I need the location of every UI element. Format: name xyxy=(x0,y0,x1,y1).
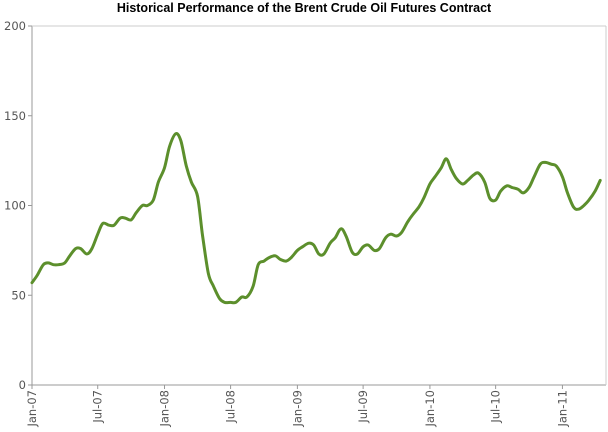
chart-title: Historical Performance of the Brent Crud… xyxy=(116,1,492,15)
x-tick-label: Jul-09 xyxy=(356,390,370,424)
x-tick-label: Jul-08 xyxy=(224,390,238,424)
x-tick-label: Jan-08 xyxy=(158,390,172,428)
x-tick-label: Jul-10 xyxy=(489,390,503,424)
x-tick-label: Jan-11 xyxy=(555,390,569,428)
series-group xyxy=(30,132,602,305)
x-tick-label: Jan-09 xyxy=(290,390,304,428)
series-line-0 xyxy=(30,132,602,305)
y-tick-label: 50 xyxy=(11,288,26,302)
x-tick-label: Jan-10 xyxy=(423,390,437,428)
axis-ticks: 0 50 100 150 200 Jan-07 Jul-07 Jan-08 Jul-08 Jan-… xyxy=(4,19,569,428)
y-tick-label: 150 xyxy=(4,109,26,123)
axes xyxy=(31,25,607,386)
x-tick-label: Jul-07 xyxy=(91,390,105,424)
y-tick-label: 0 xyxy=(19,378,26,392)
y-tick-label: 200 xyxy=(4,19,26,33)
y-tick-label: 100 xyxy=(4,199,26,213)
x-tick-label: Jan-07 xyxy=(25,390,39,428)
